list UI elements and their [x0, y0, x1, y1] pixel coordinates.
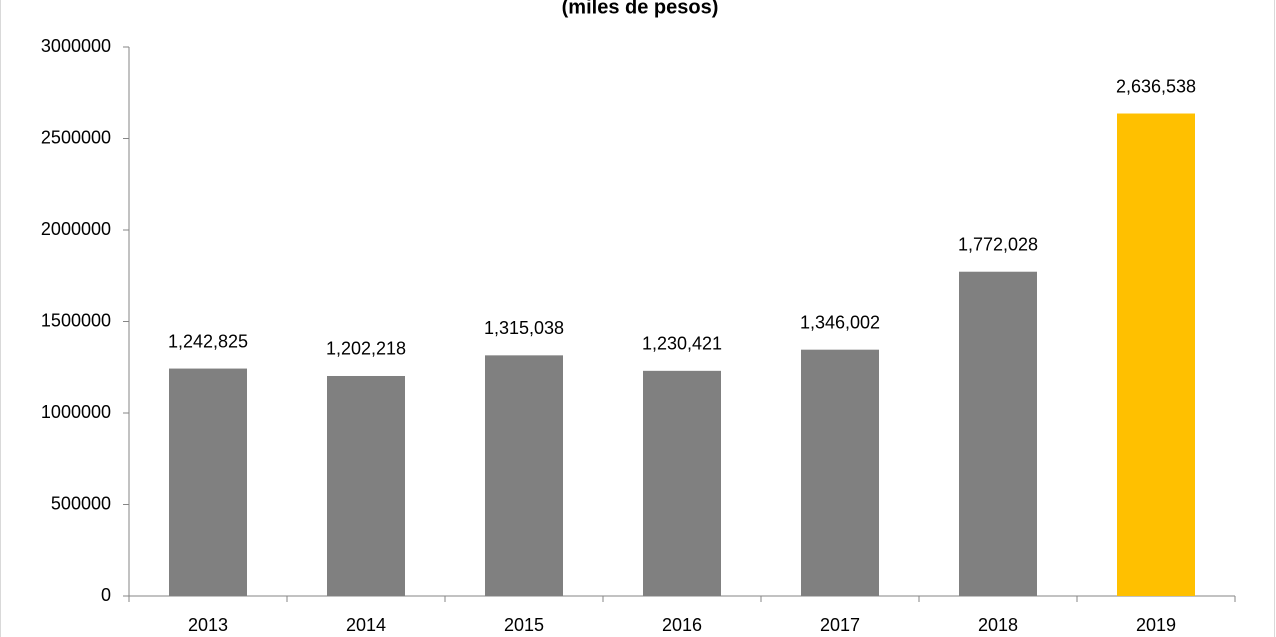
x-tick-label: 2013 [188, 615, 228, 635]
bar [1117, 113, 1195, 596]
bar [801, 349, 879, 596]
x-tick-label: 2019 [1136, 615, 1176, 635]
data-label: 1,230,421 [642, 334, 722, 354]
data-label: 1,242,825 [168, 331, 248, 351]
bar [169, 368, 247, 596]
x-tick-label: 2016 [662, 615, 702, 635]
data-label: 1,772,028 [958, 234, 1038, 254]
data-label: 2,636,538 [1116, 76, 1196, 96]
bar [959, 271, 1037, 596]
bar [327, 375, 405, 596]
chart-title: (miles de pesos) [562, 0, 719, 18]
data-label: 1,202,218 [326, 339, 406, 359]
y-tick-label: 1000000 [41, 402, 111, 422]
y-tick-label: 2000000 [41, 219, 111, 239]
bar [643, 370, 721, 596]
bar [485, 355, 563, 596]
data-label: 1,315,038 [484, 318, 564, 338]
y-tick-label: 500000 [51, 493, 111, 513]
y-tick-label: 0 [101, 585, 111, 605]
x-tick-label: 2018 [978, 615, 1018, 635]
data-label: 1,346,002 [800, 312, 880, 332]
x-tick-label: 2017 [820, 615, 860, 635]
y-tick-label: 3000000 [41, 36, 111, 56]
x-tick-label: 2014 [346, 615, 386, 635]
x-tick-label: 2015 [504, 615, 544, 635]
y-tick-label: 1500000 [41, 310, 111, 330]
y-tick-label: 2500000 [41, 127, 111, 147]
